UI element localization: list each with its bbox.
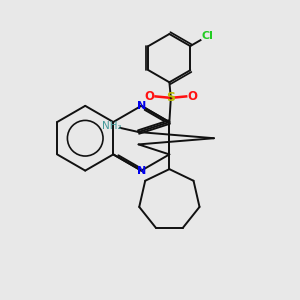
- Text: N: N: [137, 166, 146, 176]
- Text: O: O: [188, 90, 198, 103]
- Text: O: O: [144, 90, 154, 103]
- Text: Cl: Cl: [202, 31, 214, 41]
- Text: NH₂: NH₂: [102, 121, 121, 131]
- Text: S: S: [166, 92, 175, 104]
- Text: N: N: [137, 101, 146, 111]
